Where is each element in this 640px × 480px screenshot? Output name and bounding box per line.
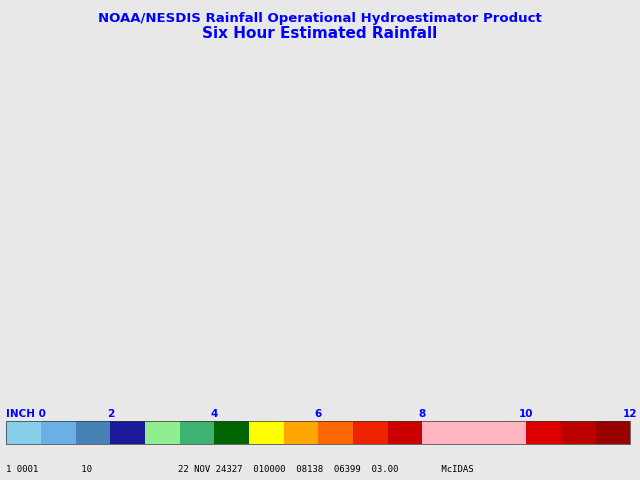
Text: 10: 10 [519, 408, 534, 419]
Text: Six Hour Estimated Rainfall: Six Hour Estimated Rainfall [202, 26, 438, 41]
Bar [41, 421, 76, 444]
Bar [111, 421, 145, 444]
Bar [526, 421, 561, 444]
Bar [596, 421, 630, 444]
Bar [145, 421, 180, 444]
Bar [457, 421, 492, 444]
Bar [6, 421, 41, 444]
Bar [422, 421, 457, 444]
Text: 6: 6 [315, 408, 322, 419]
Bar [249, 421, 284, 444]
Text: NOAA/NESDIS Rainfall Operational Hydroestimator Product: NOAA/NESDIS Rainfall Operational Hydroes… [98, 12, 542, 25]
Bar [214, 421, 249, 444]
Text: 1 0001        10                22 NOV 24327  010000  08138  06399  03.00       : 1 0001 10 22 NOV 24327 010000 08138 0639… [6, 465, 474, 474]
Text: INCH 0: INCH 0 [6, 408, 46, 419]
Bar [388, 421, 422, 444]
Text: 4: 4 [211, 408, 218, 419]
Text: 12: 12 [623, 408, 637, 419]
Bar [561, 421, 596, 444]
Bar [180, 421, 214, 444]
Text: 8: 8 [419, 408, 426, 419]
Bar [353, 421, 388, 444]
Bar [76, 421, 111, 444]
Bar [284, 421, 319, 444]
Bar [319, 421, 353, 444]
Bar [492, 421, 526, 444]
Text: 2: 2 [107, 408, 114, 419]
